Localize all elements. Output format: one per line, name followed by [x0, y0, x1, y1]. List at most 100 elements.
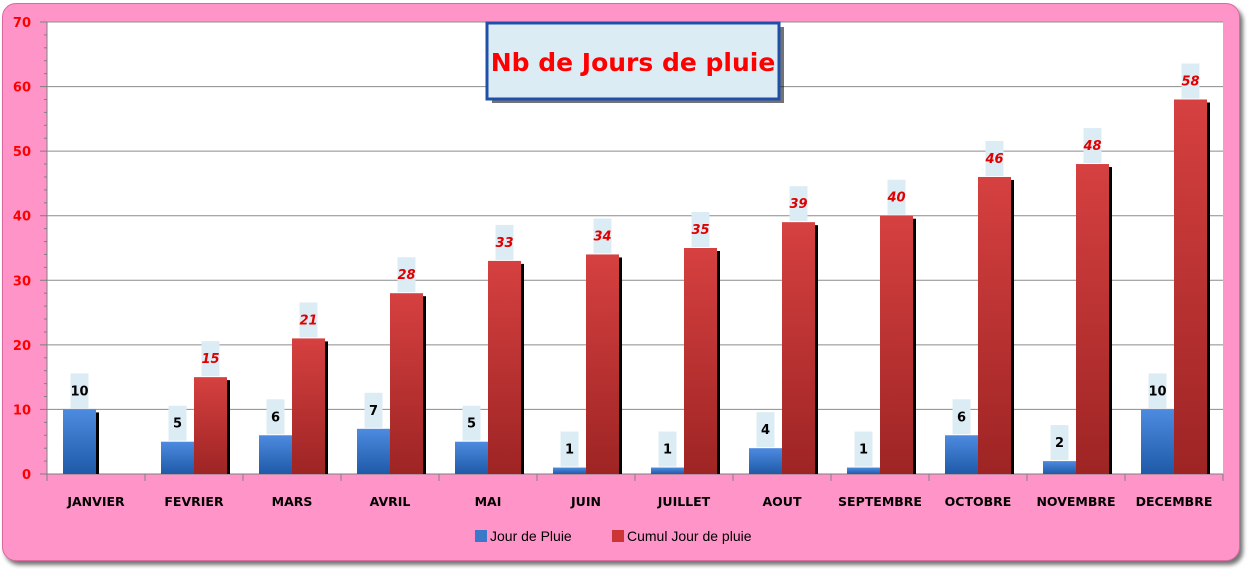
- data-label-background: [299, 302, 318, 338]
- bar-cumul-jour-de-pluie: [978, 176, 1011, 474]
- data-label-jour: 7: [369, 404, 378, 419]
- data-label-cumul: 46: [984, 152, 1003, 167]
- y-tick-label: 70: [13, 16, 31, 31]
- data-label-background: [364, 392, 383, 428]
- data-label-background: [1148, 373, 1167, 409]
- data-label-background: [593, 218, 612, 254]
- y-tick-label: 50: [13, 145, 31, 160]
- data-label-background: [887, 179, 906, 215]
- data-label-background: [266, 399, 285, 435]
- data-label-background: [397, 257, 416, 293]
- data-label-cumul: 28: [397, 268, 415, 283]
- data-label-cumul: 21: [299, 313, 317, 328]
- chart-title-box: Nb de Jours de pluie: [485, 21, 784, 103]
- bar-cumul-jour-de-pluie: [782, 222, 815, 474]
- data-label-jour: 5: [467, 417, 476, 432]
- bar-jour-de-pluie: [651, 467, 684, 474]
- data-label-background: [756, 412, 775, 448]
- legend-swatch-jour: [475, 530, 487, 542]
- data-label-background: [201, 341, 220, 377]
- data-label-background: [70, 373, 89, 409]
- x-category-label: OCTOBRE: [945, 494, 1012, 509]
- data-label-background: [495, 224, 514, 260]
- bar-jour-de-pluie: [259, 435, 292, 474]
- legend: Jour de Pluie Cumul Jour de pluie: [475, 528, 752, 544]
- y-tick-label: 40: [13, 210, 31, 225]
- legend-label-jour: Jour de Pluie: [490, 528, 572, 544]
- bar-jour-de-pluie: [945, 435, 978, 474]
- bar-jour-de-pluie: [455, 441, 488, 474]
- x-category-label: FEVRIER: [164, 494, 224, 509]
- data-label-background: [658, 431, 677, 467]
- bar-cumul-jour-de-pluie: [194, 377, 227, 474]
- data-label-jour: 1: [859, 443, 868, 458]
- data-label-cumul: 48: [1082, 139, 1101, 154]
- data-label-jour: 1: [565, 443, 574, 458]
- data-label-jour: 6: [957, 410, 966, 425]
- bar-jour-de-pluie: [553, 467, 586, 474]
- data-label-cumul: 15: [201, 352, 219, 367]
- chart-frame: 0 10 20 30 40 50 60 70 JANVIER 10 FEVRIER 5 15 MARS 6 2…: [2, 3, 1240, 561]
- data-label-jour: 10: [70, 384, 88, 399]
- chart-svg: 010203040506070JANVIER10FEVRIER515MARS62…: [13, 16, 1224, 544]
- x-category-label: JUILLET: [657, 494, 711, 509]
- data-label-cumul: 34: [593, 229, 611, 244]
- data-label-background: [1181, 63, 1200, 99]
- labels-layer: 010203040506070JANVIER10FEVRIER515MARS62…: [13, 16, 1212, 509]
- x-category-label: SEPTEMBRE: [838, 494, 922, 509]
- data-label-background: [985, 140, 1004, 176]
- x-category-label: MAI: [475, 494, 502, 509]
- bar-cumul-jour-de-pluie: [684, 248, 717, 474]
- y-tick-label: 20: [13, 339, 31, 354]
- y-tick-label: 0: [22, 468, 31, 483]
- data-label-background: [854, 431, 873, 467]
- bars-layer: [63, 99, 1210, 475]
- data-label-background: [691, 212, 710, 247]
- data-label-background: [789, 186, 808, 222]
- y-tick-label: 30: [13, 274, 31, 289]
- x-category-label: DECEMBRE: [1136, 494, 1213, 509]
- bar-cumul-jour-de-pluie: [390, 293, 423, 474]
- data-label-background: [1050, 425, 1069, 461]
- data-label-cumul: 40: [886, 191, 905, 206]
- x-category-label: MARS: [272, 494, 313, 509]
- bar-jour-de-pluie: [1141, 409, 1174, 474]
- data-label-cumul: 33: [495, 236, 513, 251]
- data-label-cumul: 35: [691, 223, 709, 238]
- data-label-background: [168, 405, 187, 441]
- bar-jour-de-pluie: [749, 448, 782, 474]
- data-label-background: [952, 399, 971, 435]
- chart-title: Nb de Jours de pluie: [491, 48, 776, 77]
- bar-cumul-jour-de-pluie: [1174, 99, 1207, 474]
- legend-label-cumul: Cumul Jour de pluie: [627, 528, 752, 544]
- data-label-jour: 1: [663, 443, 672, 458]
- bar-cumul-jour-de-pluie: [1076, 164, 1109, 475]
- y-tick-label: 10: [13, 403, 31, 418]
- data-label-background: [462, 405, 481, 441]
- data-label-jour: 5: [173, 417, 182, 432]
- bar-jour-de-pluie: [161, 441, 194, 474]
- bar-jour-de-pluie: [63, 409, 96, 474]
- x-category-label: NOVEMBRE: [1036, 494, 1115, 509]
- bar-jour-de-pluie: [847, 467, 880, 474]
- bar-cumul-jour-de-pluie: [488, 260, 521, 474]
- x-category-label: AOUT: [763, 494, 802, 509]
- data-label-jour: 10: [1148, 384, 1166, 399]
- legend-swatch-cumul: [612, 530, 624, 542]
- bar-jour-de-pluie: [1043, 461, 1076, 474]
- y-tick-label: 60: [13, 81, 31, 96]
- x-category-label: JANVIER: [66, 494, 125, 509]
- data-label-jour: 6: [271, 410, 280, 425]
- bar-cumul-jour-de-pluie: [292, 338, 325, 474]
- data-label-cumul: 58: [1181, 74, 1199, 89]
- data-label-jour: 2: [1055, 436, 1064, 451]
- data-label-background: [1083, 128, 1102, 164]
- data-label-jour: 4: [761, 423, 770, 438]
- bar-cumul-jour-de-pluie: [586, 254, 619, 474]
- data-label-cumul: 39: [789, 197, 807, 212]
- bar-cumul-jour-de-pluie: [880, 215, 913, 474]
- grid-layer: [40, 21, 1224, 481]
- data-label-background: [560, 431, 579, 467]
- bar-jour-de-pluie: [357, 428, 390, 474]
- x-category-label: AVRIL: [370, 494, 411, 509]
